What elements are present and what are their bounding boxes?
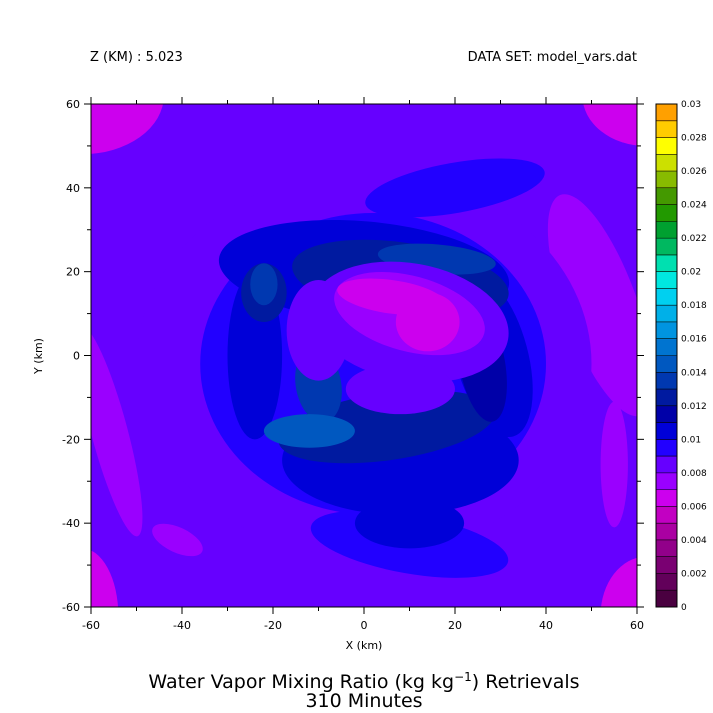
colorbar-swatch xyxy=(656,154,677,172)
colorbar-label: 0.024 xyxy=(681,201,707,211)
colorbar-swatch xyxy=(656,238,677,256)
colorbar-swatch xyxy=(656,355,677,373)
contour-corner-sw xyxy=(91,550,119,607)
colorbar-swatch xyxy=(656,573,677,591)
colorbar-swatch xyxy=(656,305,677,323)
colorbar-label: 0.014 xyxy=(681,368,707,378)
colorbar-frame xyxy=(655,103,678,608)
colorbar-swatch xyxy=(656,338,677,356)
colorbar-swatch xyxy=(656,422,677,440)
contour-band-east xyxy=(547,194,637,417)
y-tick-label: -20 xyxy=(62,433,80,446)
header-left-label: Z (KM) : 5.023 xyxy=(90,50,183,65)
colorbar-swatch xyxy=(656,590,677,608)
contour-cyan-blob-sw xyxy=(250,263,278,306)
x-axis: -60 -40 -20 0 20 40 60 xyxy=(82,97,644,632)
plot-area xyxy=(90,103,638,608)
x-tick-label: -60 xyxy=(82,619,100,632)
colorbar-swatch xyxy=(656,456,677,474)
colorbar-swatch xyxy=(656,372,677,390)
y-tick-label: 40 xyxy=(66,182,80,195)
y-axis: -60 -40 -20 0 20 40 60 xyxy=(62,98,644,614)
contour-arc-south-blob xyxy=(354,498,465,549)
colorbar-swatch xyxy=(656,506,677,524)
contour-dry-inner-3 xyxy=(395,292,460,352)
colorbar-swatch xyxy=(656,439,677,457)
colorbar-label: 0.022 xyxy=(681,234,707,244)
colorbar: 0 0.002 0.004 0.006 0.008 0.01 0.012 0.014 0.016… xyxy=(655,100,707,613)
colorbar-swatch xyxy=(656,221,677,239)
colorbar-label: 0.026 xyxy=(681,167,707,177)
colorbar-swatch xyxy=(656,288,677,306)
chart-title-line1: Water Vapor Mixing Ratio (kg kg−1) Retri… xyxy=(148,670,579,693)
y-axis-label: Y (km) xyxy=(32,338,45,375)
header-right-label: DATA SET: model_vars.dat xyxy=(468,50,637,65)
colorbar-label: 0.002 xyxy=(681,569,707,579)
colorbar-swatch xyxy=(656,389,677,407)
contour-tongue-ne xyxy=(365,158,545,218)
y-tick-label: 60 xyxy=(66,98,80,111)
colorbar-swatch xyxy=(656,271,677,289)
contour-blob-east xyxy=(600,401,628,528)
x-tick-label: 0 xyxy=(361,619,368,632)
contour-dry-tail xyxy=(286,280,351,381)
x-tick-label: -20 xyxy=(264,619,282,632)
contour-dry-south xyxy=(345,363,455,415)
colorbar-label: 0.018 xyxy=(681,301,707,311)
colorbar-label: 0.028 xyxy=(681,134,707,144)
x-tick-label: 20 xyxy=(448,619,462,632)
colorbar-label: 0.012 xyxy=(681,402,707,412)
colorbar-swatch xyxy=(656,187,677,205)
colorbar-swatch xyxy=(656,556,677,574)
colorbar-swatch xyxy=(656,539,677,558)
colorbar-swatch xyxy=(656,104,677,122)
contour-corner-ne xyxy=(583,104,637,146)
colorbar-swatch xyxy=(656,489,677,507)
colorbar-label: 0.02 xyxy=(681,268,701,278)
colorbar-swatch xyxy=(656,171,677,189)
colorbar-label: 0.006 xyxy=(681,502,707,512)
y-tick-label: -60 xyxy=(62,601,80,614)
colorbar-swatch xyxy=(656,321,677,340)
contour-band-west xyxy=(91,325,143,537)
colorbar-swatch xyxy=(656,523,677,541)
colorbar-label: 0.01 xyxy=(681,435,701,445)
colorbar-swatch xyxy=(656,204,677,222)
colorbar-swatch xyxy=(656,120,677,138)
x-tick-label: 60 xyxy=(630,619,644,632)
contour-cyan-core xyxy=(263,414,355,448)
chart-title-line2: 310 Minutes xyxy=(305,690,422,712)
y-tick-label: -40 xyxy=(62,517,80,530)
colorbar-label: 0 xyxy=(681,603,687,613)
contour-blob-sw xyxy=(152,523,203,557)
x-tick-label: 40 xyxy=(539,619,553,632)
colorbar-label: 0.008 xyxy=(681,469,707,479)
x-axis-label: X (km) xyxy=(346,639,383,652)
y-tick-label: 20 xyxy=(66,266,80,279)
colorbar-label: 0.004 xyxy=(681,536,707,546)
colorbar-label: 0.016 xyxy=(681,335,707,345)
title-superscript: −1 xyxy=(454,670,472,684)
colorbar-swatch xyxy=(656,137,677,155)
contour-corner-se xyxy=(601,557,637,607)
y-tick-label: 0 xyxy=(73,350,80,363)
colorbar-swatch xyxy=(656,254,677,273)
colorbar-swatch xyxy=(656,472,677,491)
colorbar-label: 0.03 xyxy=(681,100,701,110)
contour-corner-nw xyxy=(91,104,163,154)
x-tick-label: -40 xyxy=(173,619,191,632)
colorbar-swatch xyxy=(656,405,677,423)
contour-field xyxy=(91,104,637,607)
